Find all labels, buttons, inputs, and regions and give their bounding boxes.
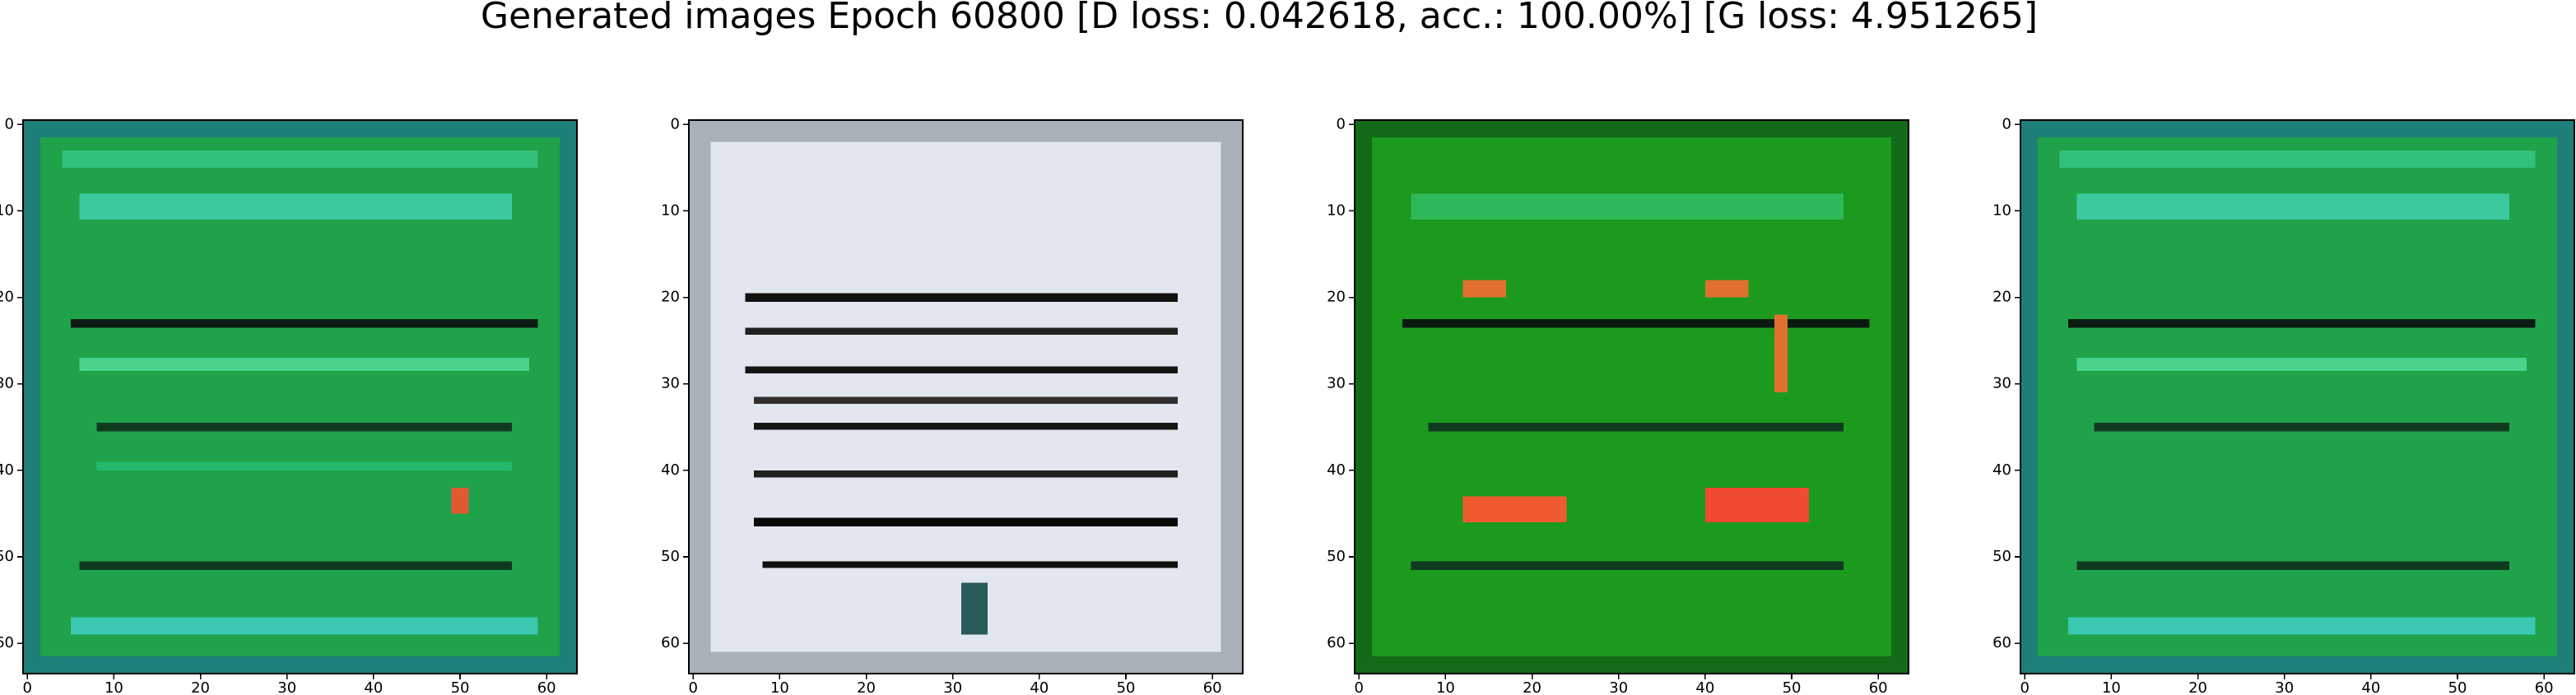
x-tick-label: 20 [2188, 679, 2207, 695]
axes-frame [22, 119, 578, 674]
x-tick-label: 20 [191, 679, 210, 695]
y-tick-label: 0 [1337, 115, 1346, 132]
image [2020, 120, 2574, 674]
y-tick-label: 60 [1992, 634, 2011, 651]
image [1355, 120, 1909, 674]
x-tick-label: 10 [105, 679, 123, 695]
y-tick-label: 30 [0, 375, 14, 392]
x-tick-label: 20 [857, 679, 876, 695]
y-tick-label: 60 [1327, 634, 1346, 651]
x-tick-label: 60 [1203, 679, 1222, 695]
image [23, 120, 577, 674]
y-tick-label: 0 [5, 115, 14, 132]
y-tick-label: 30 [661, 375, 680, 392]
y-tick-label: 20 [1327, 289, 1346, 306]
y-tick-label: 50 [661, 548, 680, 565]
x-tick-label: 10 [1436, 679, 1455, 695]
y-tick-label: 10 [0, 202, 14, 219]
y-tick-label: 60 [661, 634, 680, 651]
x-tick-label: 20 [1523, 679, 1541, 695]
x-tick-label: 60 [1869, 679, 1888, 695]
y-tick-label: 0 [2002, 115, 2011, 132]
y-tick-label: 50 [0, 548, 14, 565]
x-tick-label: 60 [2535, 679, 2554, 695]
x-tick-label: 30 [1609, 679, 1628, 695]
x-tick-label: 30 [277, 679, 296, 695]
y-tick-label: 60 [0, 634, 14, 651]
x-tick-label: 50 [2448, 679, 2467, 695]
x-tick-label: 30 [943, 679, 962, 695]
y-tick-label: 20 [0, 289, 14, 306]
x-tick-label: 50 [1783, 679, 1802, 695]
y-tick-label: 40 [661, 461, 680, 479]
axes-frame [688, 119, 1244, 674]
y-tick-label: 50 [1992, 548, 2011, 565]
x-tick-label: 40 [1030, 679, 1049, 695]
y-tick-label: 40 [0, 461, 14, 479]
y-tick-label: 40 [1327, 461, 1346, 479]
axes-frame [2020, 119, 2575, 674]
y-tick-label: 0 [671, 115, 680, 132]
y-tick-label: 10 [1327, 202, 1346, 219]
y-tick-label: 30 [1992, 375, 2011, 392]
x-tick-label: 40 [1695, 679, 1714, 695]
x-tick-label: 10 [2102, 679, 2121, 695]
y-tick-label: 20 [661, 289, 680, 306]
x-tick-label: 40 [364, 679, 383, 695]
y-tick-label: 50 [1327, 548, 1346, 565]
x-tick-label: 50 [451, 679, 470, 695]
figure-title: Generated images Epoch 60800 [D loss: 0.… [481, 0, 2038, 37]
x-tick-label: 50 [1117, 679, 1136, 695]
y-tick-label: 10 [1992, 202, 2011, 219]
x-tick-label: 10 [770, 679, 789, 695]
x-tick-label: 0 [23, 679, 32, 695]
x-tick-label: 0 [1355, 679, 1364, 695]
x-tick-label: 0 [2020, 679, 2030, 695]
y-tick-label: 20 [1992, 289, 2011, 306]
y-tick-label: 40 [1992, 461, 2011, 479]
y-tick-label: 30 [1327, 375, 1346, 392]
x-tick-label: 0 [689, 679, 698, 695]
image [689, 120, 1243, 674]
y-tick-label: 10 [661, 202, 680, 219]
x-tick-label: 40 [2361, 679, 2380, 695]
x-tick-label: 60 [537, 679, 556, 695]
x-tick-label: 30 [2275, 679, 2294, 695]
axes-frame [1354, 119, 1909, 674]
